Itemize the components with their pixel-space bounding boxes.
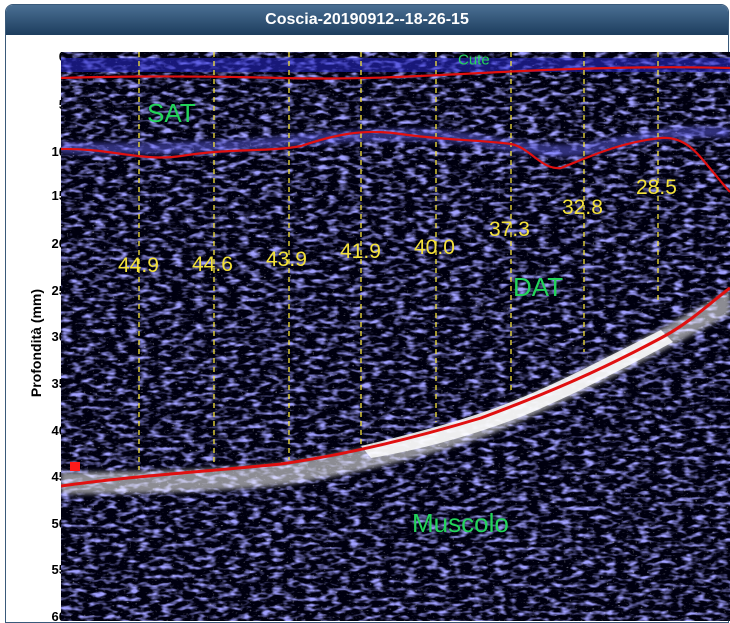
- label-sat: SAT: [147, 98, 196, 128]
- ultrasound-svg: Cute SAT DAT Muscolo 44.9 44.6 43.9 41.9…: [61, 52, 730, 621]
- measurement-6: 37.3: [489, 218, 530, 241]
- label-dat: DAT: [513, 272, 563, 302]
- label-muscle: Muscolo: [412, 508, 509, 538]
- fascia-bright: [61, 126, 730, 157]
- sat-dat-boundary: [61, 130, 730, 193]
- measurement-4: 41.9: [340, 240, 381, 263]
- measurement-2: 44.6: [192, 253, 233, 276]
- skin-boundary: [61, 66, 730, 80]
- measurement-5: 40.0: [414, 236, 455, 259]
- measurement-1: 44.9: [118, 254, 159, 277]
- measurement-3: 43.9: [266, 248, 307, 271]
- dat-muscle-boundary: [61, 286, 730, 488]
- measurement-8: 28.5: [636, 176, 677, 199]
- guide-lines: [138, 52, 659, 470]
- muscle-fascia-core: [361, 330, 673, 458]
- window-title: Coscia-20190912--18-26-15: [6, 5, 728, 35]
- marker-square: [70, 462, 80, 471]
- measurement-7: 32.8: [562, 196, 603, 219]
- skin-band: [61, 58, 730, 72]
- boundary-curves: [61, 66, 730, 488]
- label-skin: Cute: [458, 52, 490, 68]
- ultrasound-image: Cute SAT DAT Muscolo 44.9 44.6 43.9 41.9…: [61, 52, 730, 621]
